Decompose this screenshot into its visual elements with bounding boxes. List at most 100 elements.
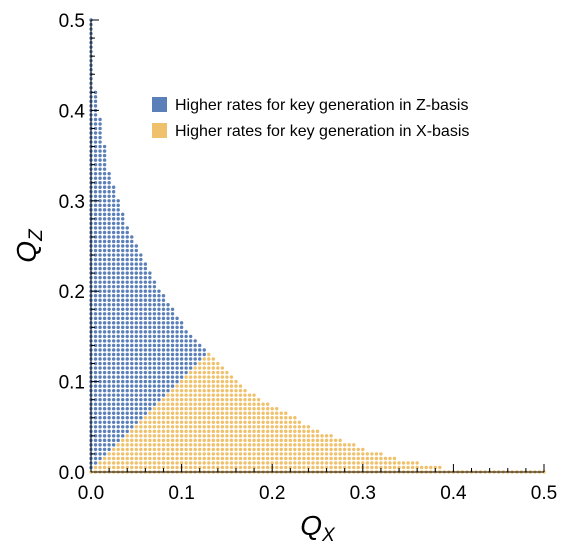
data-point-z-basis bbox=[116, 266, 120, 271]
data-point-x-basis bbox=[161, 447, 166, 452]
data-point-z-basis bbox=[121, 375, 125, 379]
data-point-x-basis bbox=[148, 434, 152, 438]
data-point-z-basis bbox=[143, 316, 148, 321]
data-point-x-basis bbox=[166, 447, 170, 452]
data-point-z-basis bbox=[134, 321, 138, 325]
data-point-x-basis bbox=[265, 456, 270, 461]
data-point-z-basis bbox=[125, 321, 129, 325]
data-point-z-basis bbox=[125, 253, 129, 257]
data-point-x-basis bbox=[175, 447, 179, 452]
data-point-z-basis bbox=[98, 379, 102, 384]
data-point-x-basis bbox=[143, 434, 148, 438]
data-point-z-basis bbox=[107, 348, 111, 352]
data-point-x-basis bbox=[184, 452, 188, 456]
data-point-z-basis bbox=[116, 330, 120, 334]
data-point-z-basis bbox=[121, 411, 125, 415]
data-point-x-basis bbox=[275, 411, 279, 415]
data-point-x-basis bbox=[252, 420, 256, 424]
data-point-x-basis bbox=[193, 429, 197, 434]
data-point-z-basis bbox=[148, 361, 152, 366]
data-point-x-basis bbox=[184, 447, 188, 452]
data-point-z-basis bbox=[121, 284, 125, 289]
data-point-z-basis bbox=[134, 330, 138, 334]
data-point-z-basis bbox=[175, 348, 179, 352]
data-point-z-basis bbox=[102, 289, 107, 293]
data-point-x-basis bbox=[247, 447, 252, 452]
data-point-x-basis bbox=[179, 388, 184, 393]
data-point-x-basis bbox=[261, 438, 265, 443]
data-point-x-basis bbox=[333, 447, 338, 452]
data-point-z-basis bbox=[111, 230, 116, 235]
x-axis-label-subscript: X bbox=[321, 525, 336, 546]
data-point-z-basis bbox=[93, 325, 98, 330]
data-point-x-basis bbox=[130, 438, 134, 443]
data-point-z-basis bbox=[102, 402, 107, 406]
data-point-x-basis bbox=[225, 393, 229, 397]
data-point-x-basis bbox=[166, 397, 170, 402]
data-point-z-basis bbox=[107, 416, 111, 420]
data-point-z-basis bbox=[152, 370, 157, 375]
data-point-z-basis bbox=[93, 113, 98, 117]
data-point-z-basis bbox=[116, 217, 120, 221]
data-point-z-basis bbox=[161, 334, 166, 339]
data-point-x-basis bbox=[229, 407, 234, 411]
data-point-x-basis bbox=[134, 438, 138, 443]
data-point-x-basis bbox=[161, 397, 166, 402]
data-point-x-basis bbox=[211, 397, 216, 402]
data-point-z-basis bbox=[102, 212, 107, 217]
data-point-x-basis bbox=[225, 425, 229, 429]
data-point-z-basis bbox=[134, 402, 138, 406]
data-point-z-basis bbox=[143, 388, 148, 393]
data-point-z-basis bbox=[193, 352, 197, 357]
data-point-z-basis bbox=[121, 330, 125, 334]
data-point-z-basis bbox=[121, 294, 125, 298]
data-point-x-basis bbox=[243, 420, 247, 424]
data-point-z-basis bbox=[98, 235, 102, 239]
data-point-z-basis bbox=[121, 339, 125, 343]
data-point-z-basis bbox=[143, 298, 148, 302]
data-point-z-basis bbox=[125, 284, 129, 289]
data-point-z-basis bbox=[121, 253, 125, 257]
data-point-z-basis bbox=[107, 239, 111, 244]
data-point-z-basis bbox=[111, 375, 116, 379]
data-point-x-basis bbox=[216, 393, 220, 397]
data-point-z-basis bbox=[98, 262, 102, 266]
data-point-z-basis bbox=[93, 339, 98, 343]
data-point-z-basis bbox=[107, 307, 111, 311]
data-point-z-basis bbox=[121, 434, 125, 438]
data-point-x-basis bbox=[211, 416, 216, 420]
data-point-z-basis bbox=[107, 407, 111, 411]
data-point-z-basis bbox=[170, 375, 175, 379]
data-point-x-basis bbox=[175, 425, 179, 429]
data-point-z-basis bbox=[98, 402, 102, 406]
data-point-x-basis bbox=[356, 461, 360, 465]
data-point-z-basis bbox=[130, 370, 134, 375]
data-point-x-basis bbox=[315, 465, 320, 470]
data-point-x-basis bbox=[279, 465, 283, 470]
data-point-x-basis bbox=[352, 443, 356, 447]
data-point-x-basis bbox=[275, 456, 279, 461]
data-point-x-basis bbox=[170, 438, 175, 443]
data-point-z-basis bbox=[152, 294, 157, 298]
data-point-z-basis bbox=[102, 384, 107, 388]
data-point-x-basis bbox=[297, 434, 302, 438]
data-point-z-basis bbox=[130, 312, 134, 316]
data-point-x-basis bbox=[220, 397, 225, 402]
data-point-x-basis bbox=[293, 456, 297, 461]
data-point-z-basis bbox=[148, 370, 152, 375]
data-point-z-basis bbox=[148, 284, 152, 289]
data-point-z-basis bbox=[125, 370, 129, 375]
data-point-z-basis bbox=[125, 357, 129, 361]
data-point-z-basis bbox=[102, 334, 107, 339]
data-point-x-basis bbox=[211, 411, 216, 415]
data-point-z-basis bbox=[111, 434, 116, 438]
data-point-z-basis bbox=[111, 248, 116, 253]
data-point-x-basis bbox=[198, 388, 202, 393]
data-point-x-basis bbox=[247, 393, 252, 397]
data-point-z-basis bbox=[116, 357, 120, 361]
data-point-x-basis bbox=[211, 379, 216, 384]
data-point-x-basis bbox=[356, 452, 360, 456]
data-point-x-basis bbox=[166, 461, 170, 465]
data-point-x-basis bbox=[107, 465, 111, 470]
data-point-x-basis bbox=[329, 443, 333, 447]
